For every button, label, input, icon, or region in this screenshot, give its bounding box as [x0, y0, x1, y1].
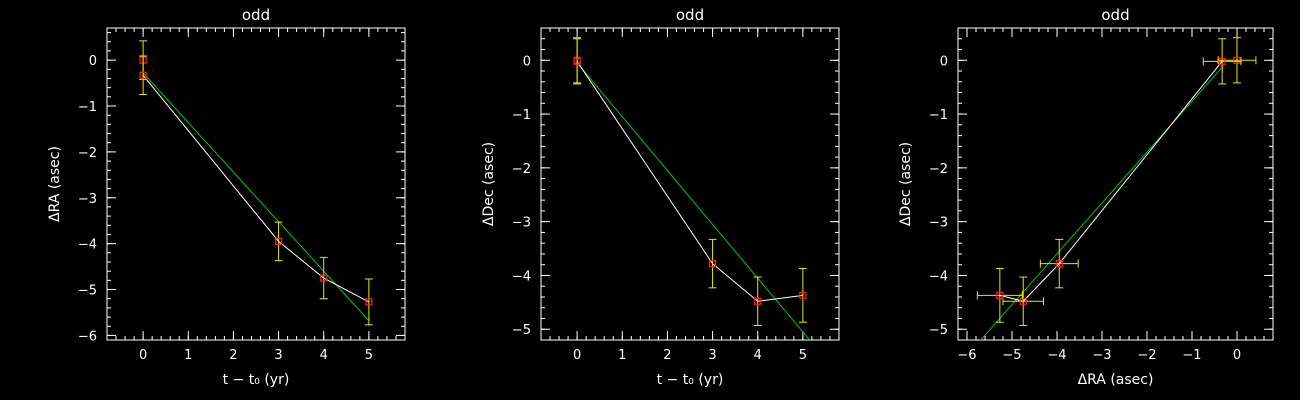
- y-tick-label: −5: [512, 323, 531, 338]
- fit-line: [576, 62, 811, 340]
- y-tick-label: −3: [929, 216, 948, 231]
- y-tick-label: 0: [940, 54, 948, 69]
- panel-2: odd 0 1 2 3 4 5 0 −1 −2 −3 −4 −5 t − t₀ (yr) ΔDec (ase…: [481, 6, 840, 388]
- y-tick-label: −1: [512, 108, 531, 123]
- x-tick-label: −5: [1002, 348, 1021, 363]
- x-tick-label: −6: [957, 348, 976, 363]
- y-tick-label: −4: [512, 269, 531, 284]
- data-point: [1055, 260, 1063, 268]
- x-tick-label: −1: [1182, 348, 1201, 363]
- y-tick-label: −4: [78, 238, 97, 253]
- data-point: [573, 57, 581, 65]
- data-point: [274, 237, 283, 245]
- panel-1: odd 0 1 2 3 4 5 0 −1 −2 −3 −4 −5 −6 t − t₀ (yr) ΔRA (as…: [47, 6, 406, 388]
- chart-title: odd: [676, 6, 704, 24]
- trajectory-line: [142, 74, 370, 303]
- data-point: [139, 71, 147, 79]
- y-tick-label: −1: [78, 100, 97, 115]
- y-tick-label: −2: [929, 162, 948, 177]
- data-point: [799, 291, 807, 299]
- chart-title: odd: [242, 6, 270, 24]
- data-point: [708, 260, 717, 268]
- plot-area: [976, 37, 1257, 340]
- data-point: [1233, 56, 1241, 64]
- y-axis-label: ΔRA (asec): [47, 146, 63, 222]
- data-point: [1019, 297, 1027, 305]
- y-tick-label: −6: [78, 329, 97, 344]
- x-tick-label: 3: [274, 348, 282, 363]
- trajectory-line: [999, 61, 1223, 302]
- fit-line: [142, 72, 370, 322]
- y-axis-label: ΔDec (asec): [481, 142, 497, 226]
- x-tick-label: 1: [618, 348, 626, 363]
- x-axis-label: t − t₀ (yr): [223, 372, 290, 388]
- x-tick-label: 4: [320, 348, 328, 363]
- x-tick-label: 3: [708, 348, 716, 363]
- x-tick-label: 2: [663, 348, 671, 363]
- x-tick-label: −4: [1047, 348, 1066, 363]
- x-tick-label: 2: [229, 348, 237, 363]
- fit-line: [980, 65, 1224, 340]
- data-point: [320, 274, 328, 282]
- x-tick-label: 5: [799, 348, 807, 363]
- y-tick-label: −2: [512, 162, 531, 177]
- x-tick-label: 0: [139, 348, 147, 363]
- x-tick-label: 4: [754, 348, 762, 363]
- x-tick-label: 1: [184, 348, 192, 363]
- data-point: [996, 291, 1004, 299]
- plot-frame: [957, 27, 1274, 341]
- x-tick-label: −2: [1137, 348, 1156, 363]
- x-tick-label: 0: [1233, 348, 1241, 363]
- x-axis-label: ΔRA (asec): [1078, 372, 1154, 388]
- plot-frame: [540, 27, 840, 341]
- y-tick-label: −2: [78, 146, 97, 161]
- x-tick-label: 0: [573, 348, 581, 363]
- y-tick-label: −5: [929, 323, 948, 338]
- x-tick-label: 5: [365, 348, 373, 363]
- plot-area: [139, 40, 373, 326]
- y-tick-label: −3: [512, 216, 531, 231]
- y-tick-label: −4: [929, 269, 948, 284]
- y-axis-label: ΔDec (asec): [898, 142, 914, 226]
- y-tick-label: −1: [929, 108, 948, 123]
- y-tick-label: 0: [523, 54, 531, 69]
- y-tick-label: 0: [89, 54, 97, 69]
- chart-title: odd: [1101, 6, 1129, 24]
- panel-3: odd −6 −5 −4 −3 −2 −1 0 0 −1 −2 −3 −4 −5 ΔRA (asec) ΔDe…: [898, 6, 1274, 388]
- y-tick-label: −5: [78, 284, 97, 299]
- y-tick-label: −3: [78, 192, 97, 207]
- data-point: [754, 297, 762, 305]
- trajectory-line: [576, 61, 803, 302]
- x-tick-label: −3: [1092, 348, 1111, 363]
- plot-frame: [106, 27, 406, 341]
- plot-area: [573, 37, 811, 340]
- data-point: [1218, 57, 1226, 65]
- x-axis-label: t − t₀ (yr): [657, 372, 724, 388]
- data-point: [365, 298, 373, 306]
